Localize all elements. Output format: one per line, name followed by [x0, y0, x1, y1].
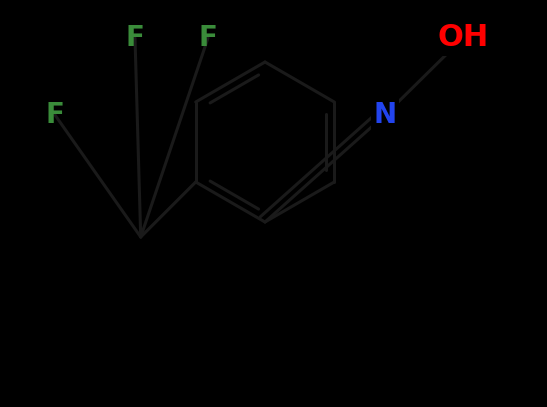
Text: F: F: [199, 24, 218, 52]
Text: F: F: [45, 101, 65, 129]
Text: F: F: [126, 24, 144, 52]
Text: OH: OH: [438, 24, 488, 53]
Text: N: N: [374, 101, 397, 129]
